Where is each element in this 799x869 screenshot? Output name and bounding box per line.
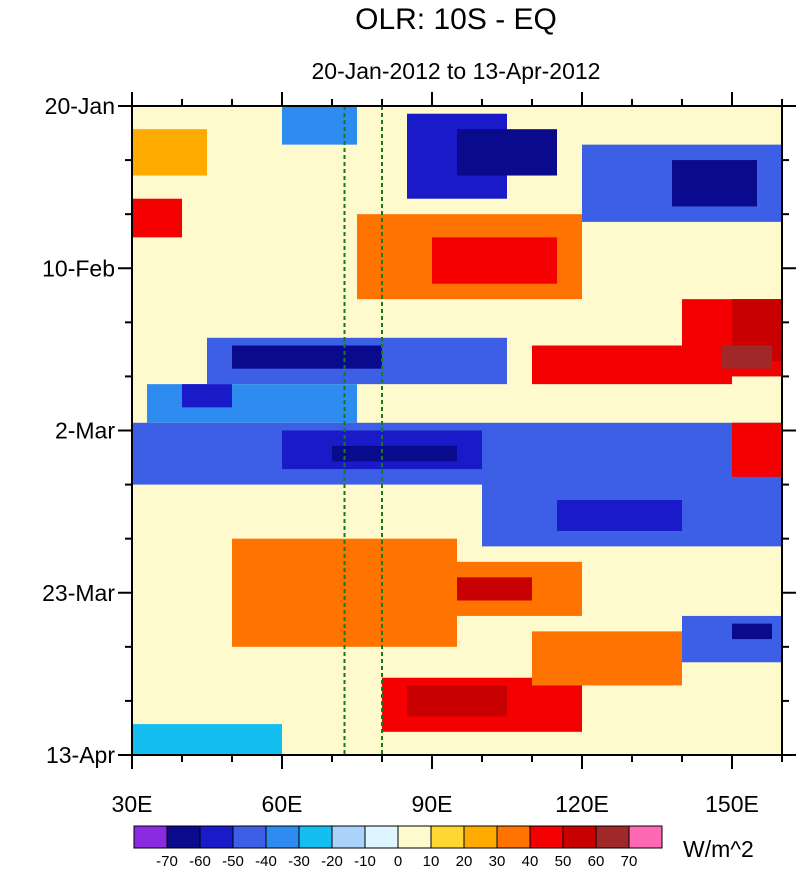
heatmap-cell-5 [672, 160, 757, 207]
colorbar-swatch-12 [529, 825, 564, 849]
heatmap-cell-16 [147, 384, 357, 423]
y-tick-labels: 20-Jan 10-Feb 2-Mar 23-Mar 13-Apr [42, 93, 115, 768]
colorbar-label: -40 [255, 853, 277, 869]
heatmap-cell-1 [282, 106, 357, 145]
colorbar-swatch-6 [331, 825, 366, 849]
colorbar-labels: -70 -60 -50 -40 -30 -20 -10 0 10 20 30 40 50 60 70 [156, 853, 637, 869]
y-tick-label: 10-Feb [42, 255, 115, 281]
colorbar-label: 30 [489, 853, 506, 869]
heatmap-cell-6 [132, 129, 207, 176]
y-tick-label: 2-Mar [55, 418, 115, 444]
colorbar-swatch-3 [232, 825, 267, 849]
y-tick-label: 23-Mar [42, 580, 115, 606]
x-tick-labels: 30E 60E 90E 120E 150E [112, 791, 759, 817]
colorbar-label: 40 [522, 853, 539, 869]
y-tick-label: 20-Jan [45, 93, 115, 119]
colorbar-swatch-15 [628, 825, 663, 849]
colorbar-label: 60 [588, 853, 605, 869]
colorbar-label: 70 [621, 853, 638, 869]
colorbar-swatch-5 [298, 825, 333, 849]
heatmap-cell-15 [232, 345, 382, 369]
reference-lines [343, 106, 383, 755]
colorbar-label: -60 [189, 853, 211, 869]
chart-title: OLR: 10S - EQ [355, 3, 557, 36]
colorbar-label: 10 [423, 853, 440, 869]
heatmap-cell-28 [732, 623, 772, 640]
x-tick-label: 90E [412, 791, 453, 817]
colorbar-swatch-11 [496, 825, 531, 849]
colorbar-label: -30 [288, 853, 310, 869]
heatmap-cell-7 [132, 198, 182, 238]
heatmap-cell-12 [532, 345, 732, 385]
heatmap-cell-23 [732, 422, 782, 477]
colorbar-label: -10 [354, 853, 376, 869]
heatmap-cell-9 [432, 237, 557, 284]
heatmap-cell-26 [457, 577, 532, 601]
axis-ticks [118, 92, 796, 769]
chart-subtitle: 20-Jan-2012 to 13-Apr-2012 [312, 58, 601, 84]
heatmap-cell-22 [557, 500, 682, 531]
heatmap-cell-13 [722, 345, 772, 369]
colorbar-label: 20 [456, 853, 473, 869]
colorbar [133, 825, 663, 849]
colorbar-swatch-10 [463, 825, 498, 849]
heatmap-cell-31 [532, 631, 682, 686]
colorbar-units: W/m^2 [683, 836, 754, 862]
colorbar-label: -50 [222, 853, 244, 869]
colorbar-label: -70 [156, 853, 178, 869]
heatmap-cell-17 [182, 384, 232, 408]
colorbar-label: 50 [555, 853, 572, 869]
x-tick-label: 120E [555, 791, 609, 817]
colorbar-swatch-14 [595, 825, 630, 849]
colorbar-swatch-1 [166, 825, 201, 849]
colorbar-swatch-8 [397, 825, 432, 849]
colorbar-label: 0 [394, 853, 402, 869]
x-tick-label: 150E [705, 791, 759, 817]
colorbar-swatch-9 [430, 825, 465, 849]
heatmap-cell-30 [407, 685, 507, 717]
y-tick-label: 13-Apr [46, 742, 115, 768]
heatmap-cell-32 [132, 724, 282, 755]
colorbar-swatch-13 [562, 825, 597, 849]
x-tick-label: 60E [262, 791, 303, 817]
colorbar-swatch-4 [265, 825, 300, 849]
heatmap-cell-20 [332, 445, 457, 462]
colorbar-swatch-0 [133, 825, 168, 849]
colorbar-swatch-7 [364, 825, 399, 849]
colorbar-label: -20 [321, 853, 343, 869]
colorbar-swatch-2 [199, 825, 234, 849]
heatmap-cell-3 [457, 129, 557, 176]
x-tick-label: 30E [112, 791, 153, 817]
heatmap-cells [132, 106, 782, 755]
